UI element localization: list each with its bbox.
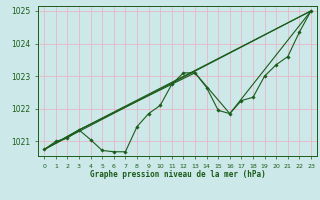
X-axis label: Graphe pression niveau de la mer (hPa): Graphe pression niveau de la mer (hPa): [90, 170, 266, 179]
